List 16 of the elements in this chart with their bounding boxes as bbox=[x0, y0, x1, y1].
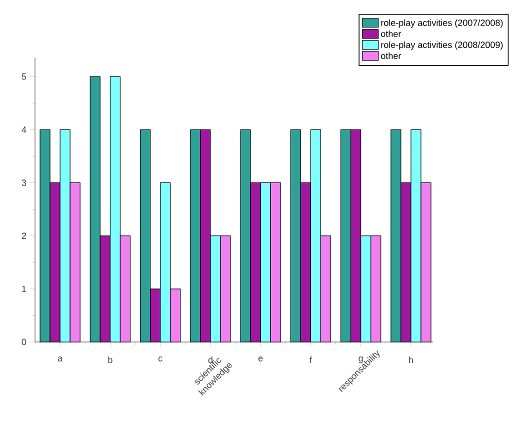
y-tick-label: 1 bbox=[22, 286, 26, 292]
y-tick-label: 5 bbox=[22, 73, 26, 80]
x-tick-label: e bbox=[258, 356, 263, 362]
legend-label: other bbox=[381, 52, 402, 60]
x-tick-label: b bbox=[108, 356, 112, 364]
legend-label: role-play activities (2007/2008) bbox=[381, 19, 503, 28]
x-tick-label: f bbox=[310, 356, 312, 364]
x-tick-label: h bbox=[409, 356, 413, 364]
y-tick-label: 4 bbox=[22, 126, 26, 133]
legend-label: role-play activities (2008/2009) bbox=[381, 41, 503, 50]
y-tick-label: 0 bbox=[22, 338, 26, 346]
x-tick-label: a bbox=[58, 356, 63, 362]
x-tick-label: c bbox=[158, 356, 162, 362]
y-tick-label: 3 bbox=[22, 180, 26, 186]
y-tick-label: 2 bbox=[22, 232, 26, 239]
legend-label: other bbox=[381, 30, 402, 38]
